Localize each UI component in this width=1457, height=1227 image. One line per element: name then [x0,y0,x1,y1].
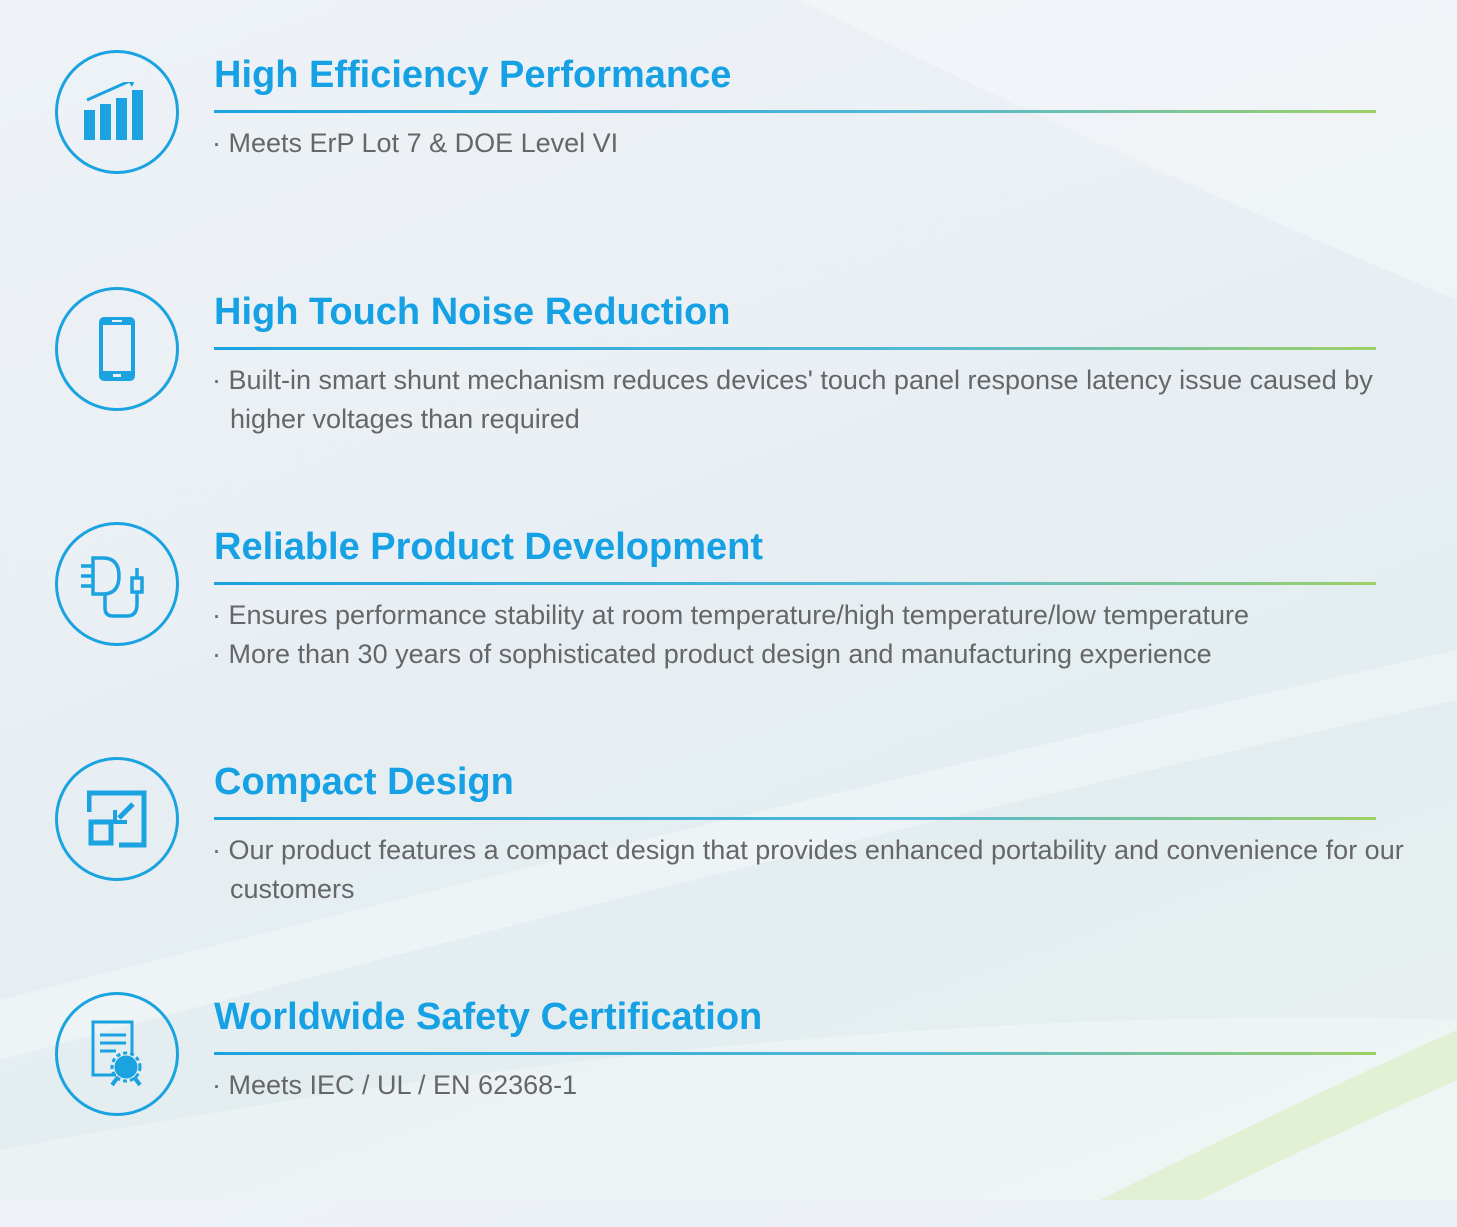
feature-safety: Worldwide Safety Certification · Meets I… [0,992,1457,1227]
divider [214,817,1376,820]
divider [214,582,1376,585]
feature-bullet: · Meets ErP Lot 7 & DOE Level VI [212,128,619,158]
feature-bullet: · Our product features a compact design … [212,835,1404,904]
divider [214,347,1376,350]
feature-title: Reliable Product Development [214,526,764,568]
feature-reliable: Reliable Product Development · Ensures p… [0,522,1457,757]
feature-touch-noise: High Touch Noise Reduction · Built-in sm… [0,287,1457,522]
chart-growth-icon [55,50,179,174]
feature-title: High Touch Noise Reduction [214,291,731,333]
divider [214,110,1376,113]
feature-bullet: · More than 30 years of sophisticated pr… [212,639,1212,669]
divider [214,1052,1376,1055]
smartphone-icon [55,287,179,411]
feature-title: Compact Design [214,761,514,803]
compact-resize-icon [55,757,179,881]
feature-high-efficiency: High Efficiency Performance · Meets ErP … [0,50,1457,285]
feature-bullet: · Ensures performance stability at room … [212,600,1249,630]
feature-bullet: · Meets IEC / UL / EN 62368-1 [212,1070,578,1100]
feature-compact: Compact Design · Our product features a … [0,757,1457,992]
certificate-icon [55,992,179,1116]
feature-bullet: · Built-in smart shunt mechanism reduces… [212,365,1373,434]
power-adapter-icon [55,522,179,646]
feature-title: High Efficiency Performance [214,54,732,96]
feature-title: Worldwide Safety Certification [214,996,763,1038]
